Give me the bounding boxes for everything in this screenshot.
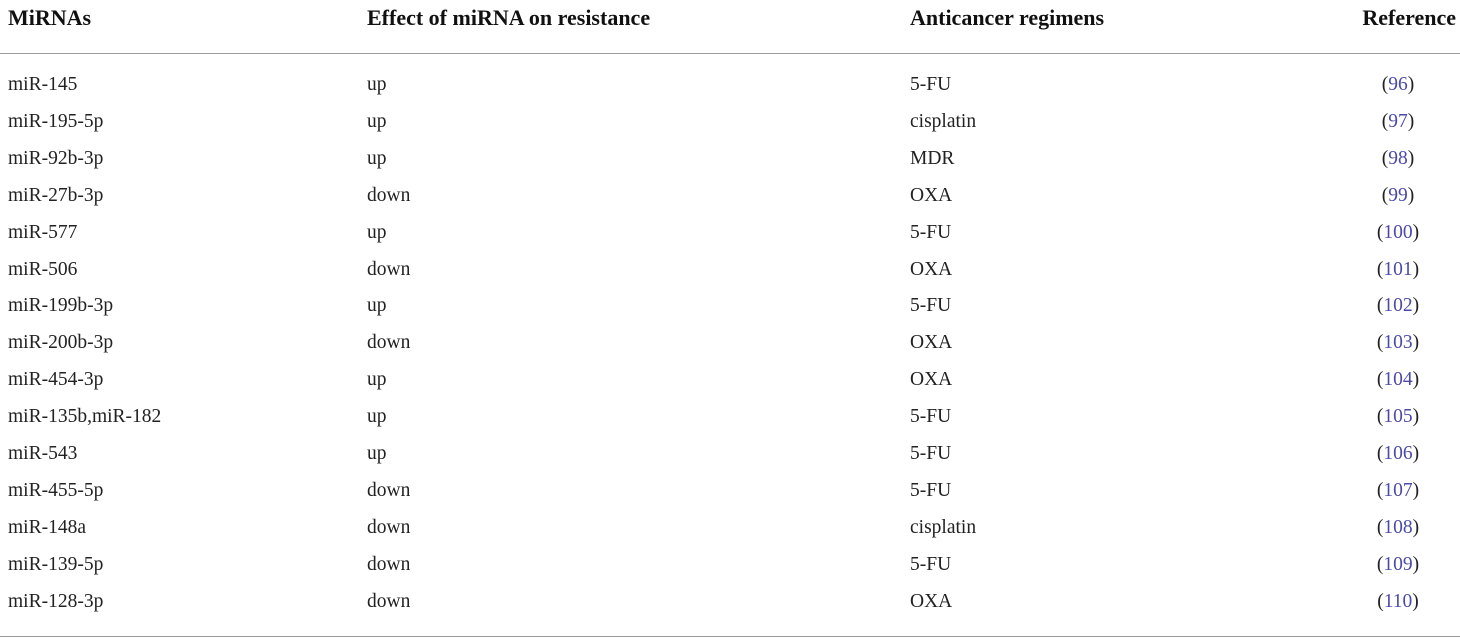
cell-mirna: miR-135b,miR-182 bbox=[8, 406, 162, 428]
cell-regimen: OXA bbox=[910, 590, 953, 612]
cell-mirna: miR-199b-3p bbox=[8, 295, 114, 317]
cell-effect: down bbox=[367, 332, 411, 354]
cell-effect: up bbox=[367, 443, 387, 464]
cell-mirna: miR-454-3p bbox=[8, 369, 104, 391]
header-mirna: MiRNAs bbox=[8, 5, 92, 30]
cell-regimen: 5-FU bbox=[910, 443, 952, 464]
cell-regimen: MDR bbox=[910, 147, 955, 169]
cell-mirna: miR-195-5p bbox=[8, 110, 104, 132]
cell-reference[interactable]: (102) bbox=[1376, 295, 1420, 317]
cell-reference[interactable]: (99) bbox=[1381, 184, 1415, 206]
header-rule bbox=[0, 53, 1460, 54]
cell-reference[interactable]: (100) bbox=[1376, 221, 1420, 243]
cell-regimen: 5-FU bbox=[910, 74, 952, 95]
cell-mirna: miR-455-5p bbox=[8, 479, 104, 501]
cell-regimen: 5-FU bbox=[910, 406, 952, 428]
cell-reference[interactable]: (106) bbox=[1376, 443, 1420, 464]
cell-regimen: OXA bbox=[910, 332, 953, 354]
header-regimen: Anticancer regimens bbox=[910, 5, 1105, 30]
cell-effect: up bbox=[367, 110, 387, 132]
cell-regimen: OXA bbox=[910, 369, 953, 391]
cell-mirna: miR-506 bbox=[8, 258, 78, 280]
cell-reference[interactable]: (110) bbox=[1377, 590, 1419, 612]
cell-effect: up bbox=[367, 295, 387, 317]
cell-regimen: cisplatin bbox=[910, 516, 977, 538]
cell-reference[interactable]: (103) bbox=[1376, 332, 1420, 354]
cell-reference[interactable]: (108) bbox=[1376, 516, 1420, 538]
cell-reference[interactable]: (96) bbox=[1381, 74, 1415, 95]
cell-reference[interactable]: (104) bbox=[1376, 369, 1420, 391]
cell-reference[interactable]: (107) bbox=[1376, 479, 1420, 501]
cell-regimen: cisplatin bbox=[910, 110, 977, 132]
cell-reference[interactable]: (105) bbox=[1376, 406, 1420, 428]
bottom-rule bbox=[0, 636, 1460, 637]
cell-mirna: miR-577 bbox=[8, 221, 78, 243]
cell-regimen: OXA bbox=[910, 258, 953, 280]
cell-mirna: miR-145 bbox=[8, 74, 78, 95]
cell-mirna: miR-128-3p bbox=[8, 590, 104, 612]
cell-regimen: 5-FU bbox=[910, 553, 952, 575]
cell-regimen: 5-FU bbox=[910, 479, 952, 501]
cell-effect: up bbox=[367, 147, 387, 169]
cell-regimen: 5-FU bbox=[910, 295, 952, 317]
header-effect: Effect of miRNA on resistance bbox=[367, 5, 651, 30]
cell-reference[interactable]: (109) bbox=[1376, 553, 1420, 575]
cell-mirna: miR-27b-3p bbox=[8, 184, 104, 206]
cell-mirna: miR-543 bbox=[8, 443, 78, 464]
cell-effect: down bbox=[367, 516, 411, 538]
cell-mirna: miR-92b-3p bbox=[8, 147, 104, 169]
cell-effect: down bbox=[367, 184, 411, 206]
header-reference: Reference bbox=[1362, 5, 1456, 30]
cell-effect: down bbox=[367, 258, 411, 280]
cell-regimen: OXA bbox=[910, 184, 953, 206]
cell-effect: down bbox=[367, 479, 411, 501]
cell-mirna: miR-148a bbox=[8, 516, 86, 538]
cell-effect: up bbox=[367, 74, 387, 95]
cell-effect: up bbox=[367, 406, 387, 428]
cell-effect: up bbox=[367, 369, 387, 391]
cell-effect: up bbox=[367, 221, 387, 243]
cell-reference[interactable]: (101) bbox=[1376, 258, 1420, 280]
cell-regimen: 5-FU bbox=[910, 221, 952, 243]
cell-mirna: miR-200b-3p bbox=[8, 332, 114, 354]
cell-reference[interactable]: (98) bbox=[1381, 147, 1415, 169]
cell-effect: down bbox=[367, 553, 411, 575]
cell-mirna: miR-139-5p bbox=[8, 553, 104, 575]
cell-effect: down bbox=[367, 590, 411, 612]
cell-reference[interactable]: (97) bbox=[1381, 110, 1415, 132]
